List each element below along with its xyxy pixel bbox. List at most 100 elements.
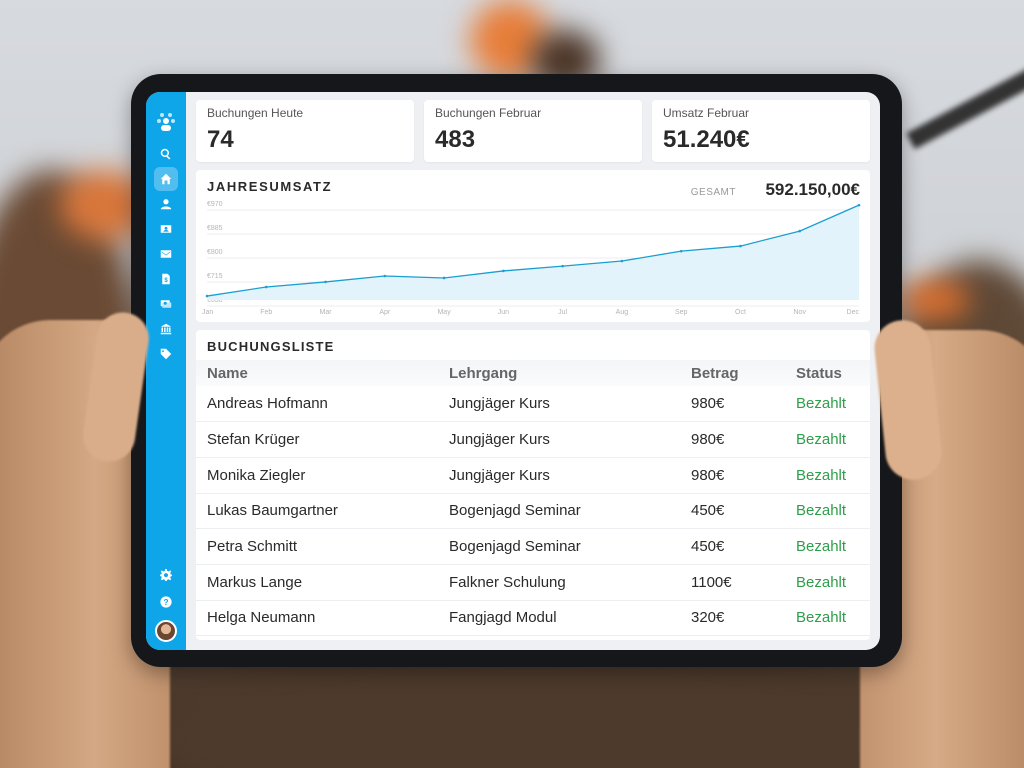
kpi-card-bookings-today: Buchungen Heute 74 — [196, 100, 414, 162]
cell-amount: 1100€ — [680, 564, 785, 601]
table-row[interactable]: Stefan Krüger Jungjäger Kurs 980€ Bezahlt — [196, 421, 870, 458]
kpi-row: Buchungen Heute 74 Buchungen Februar 483… — [196, 100, 870, 162]
app-logo[interactable] — [156, 112, 176, 134]
sidebar-item-home[interactable] — [154, 167, 178, 191]
cell-name: Helga Neumann — [196, 600, 438, 637]
svg-text:$: $ — [164, 278, 168, 284]
column-header-status[interactable]: Status — [785, 360, 870, 386]
y-tick-label: €630 — [207, 297, 223, 304]
data-point[interactable] — [739, 244, 742, 248]
gear-icon — [160, 569, 172, 581]
x-tick-label: Jun — [498, 309, 509, 316]
sidebar-item-search[interactable] — [154, 142, 178, 166]
x-tick-label: Mar — [320, 309, 333, 316]
data-point[interactable] — [442, 276, 446, 280]
table-row[interactable]: Helga Neumann Fangjagd Modul 320€ Bezahlt — [196, 600, 870, 637]
sidebar-item-user[interactable] — [154, 192, 178, 216]
search-icon — [160, 148, 171, 160]
status-badge: Bezahlt — [785, 600, 870, 637]
background-decor — [906, 48, 1024, 150]
table-row[interactable]: Andreas Hofmann Jungjäger Kurs 980€ Bezahlt — [196, 386, 870, 423]
cell-course: Fangjagd Modul — [438, 600, 680, 637]
cell-amount: 450€ — [680, 493, 785, 530]
mail-icon — [160, 250, 172, 258]
data-point[interactable] — [383, 274, 387, 278]
cell-name: Petra Schmitt — [196, 528, 438, 565]
cell-name: Monika Ziegler — [196, 457, 438, 494]
x-tick-label: Aug — [616, 309, 629, 316]
cell-amount: 980€ — [680, 421, 785, 458]
table-row[interactable]: Markus Lange Falkner Schulung 1100€ Bezahlt — [196, 564, 870, 601]
data-point[interactable] — [798, 229, 802, 233]
kpi-value: 483 — [435, 126, 476, 153]
sidebar-item-bank[interactable] — [154, 317, 178, 341]
x-tick-label: Jul — [558, 309, 567, 316]
table-row[interactable]: Petra Schmitt Bogenjagd Seminar 450€ Bezahl… — [196, 528, 870, 565]
status-badge: Bezahlt — [785, 457, 870, 494]
cell-name: Andreas Hofmann — [196, 386, 438, 423]
id-card-icon — [160, 225, 172, 233]
cell-name: Markus Lange — [196, 564, 438, 601]
data-point[interactable] — [620, 259, 624, 263]
avatar[interactable] — [155, 620, 177, 642]
sidebar: $ ? — [146, 92, 186, 650]
status-badge: Bezahlt — [785, 421, 870, 458]
booking-table: Name Lehrgang Betrag Status Andreas Hofm… — [196, 360, 870, 637]
x-tick-label: Feb — [260, 309, 272, 316]
sidebar-item-payments[interactable] — [154, 292, 178, 316]
tablet-screen: $ ? Buchungen Heute 74 B — [146, 92, 880, 650]
column-header-name[interactable]: Name — [196, 360, 438, 386]
help-icon: ? — [160, 596, 172, 608]
y-tick-label: €885 — [207, 225, 223, 232]
kpi-label: Buchungen Heute — [207, 106, 304, 120]
x-tick-label: May — [437, 309, 451, 316]
sidebar-item-mail[interactable] — [154, 242, 178, 266]
column-header-course[interactable]: Lehrgang — [438, 360, 680, 386]
data-point[interactable] — [502, 269, 505, 273]
kpi-label: Buchungen Februar — [435, 106, 542, 120]
cell-amount: 980€ — [680, 386, 785, 423]
y-tick-label: €970 — [207, 201, 223, 208]
cell-course: Jungjäger Kurs — [438, 421, 680, 458]
data-point[interactable] — [561, 264, 564, 268]
status-badge: Bezahlt — [785, 564, 870, 601]
home-icon — [160, 173, 172, 185]
data-point[interactable] — [679, 249, 683, 253]
sidebar-item-contacts[interactable] — [154, 217, 178, 241]
cell-amount: 980€ — [680, 457, 785, 494]
area-fill — [207, 205, 859, 300]
cell-course: Jungjäger Kurs — [438, 457, 680, 494]
table-row[interactable]: Monika Ziegler Jungjäger Kurs 980€ Bezahlt — [196, 457, 870, 494]
column-header-amount[interactable]: Betrag — [680, 360, 785, 386]
tag-icon — [160, 348, 172, 360]
y-tick-label: €800 — [207, 249, 223, 256]
x-tick-label: Apr — [379, 309, 391, 316]
background-decor — [900, 280, 970, 320]
invoice-icon: $ — [162, 273, 170, 285]
chart-title: JAHRESUMSATZ — [207, 179, 333, 194]
table-row[interactable]: Lukas Baumgartner Bogenjagd Seminar 450€ Be… — [196, 493, 870, 530]
x-tick-label: Oct — [735, 309, 746, 316]
sidebar-item-invoice[interactable]: $ — [154, 267, 178, 291]
user-icon — [160, 199, 172, 210]
y-tick-label: €715 — [207, 273, 223, 280]
help-button[interactable]: ? — [154, 590, 178, 614]
data-point[interactable] — [264, 285, 268, 289]
x-tick-label: Dec — [847, 309, 860, 316]
total-label: GESAMT — [690, 187, 736, 198]
dashboard-main: Buchungen Heute 74 Buchungen Februar 483… — [196, 100, 870, 640]
status-badge: Bezahlt — [785, 386, 870, 423]
revenue-line — [206, 204, 860, 297]
settings-button[interactable] — [154, 563, 178, 587]
booking-list-card: BUCHUNGSLISTE Name Lehrgang Betrag Statu… — [196, 330, 870, 640]
table-header-row: Name Lehrgang Betrag Status — [196, 360, 870, 386]
kpi-value: 51.240€ — [663, 126, 750, 153]
data-point[interactable] — [324, 280, 327, 284]
kpi-card-bookings-month: Buchungen Februar 483 — [424, 100, 642, 162]
cell-course: Jungjäger Kurs — [438, 386, 680, 423]
data-point[interactable] — [857, 203, 861, 207]
data-point[interactable] — [205, 294, 209, 298]
sidebar-item-tags[interactable] — [154, 342, 178, 366]
status-badge: Bezahlt — [785, 528, 870, 565]
x-tick-label: Sep — [675, 309, 688, 316]
